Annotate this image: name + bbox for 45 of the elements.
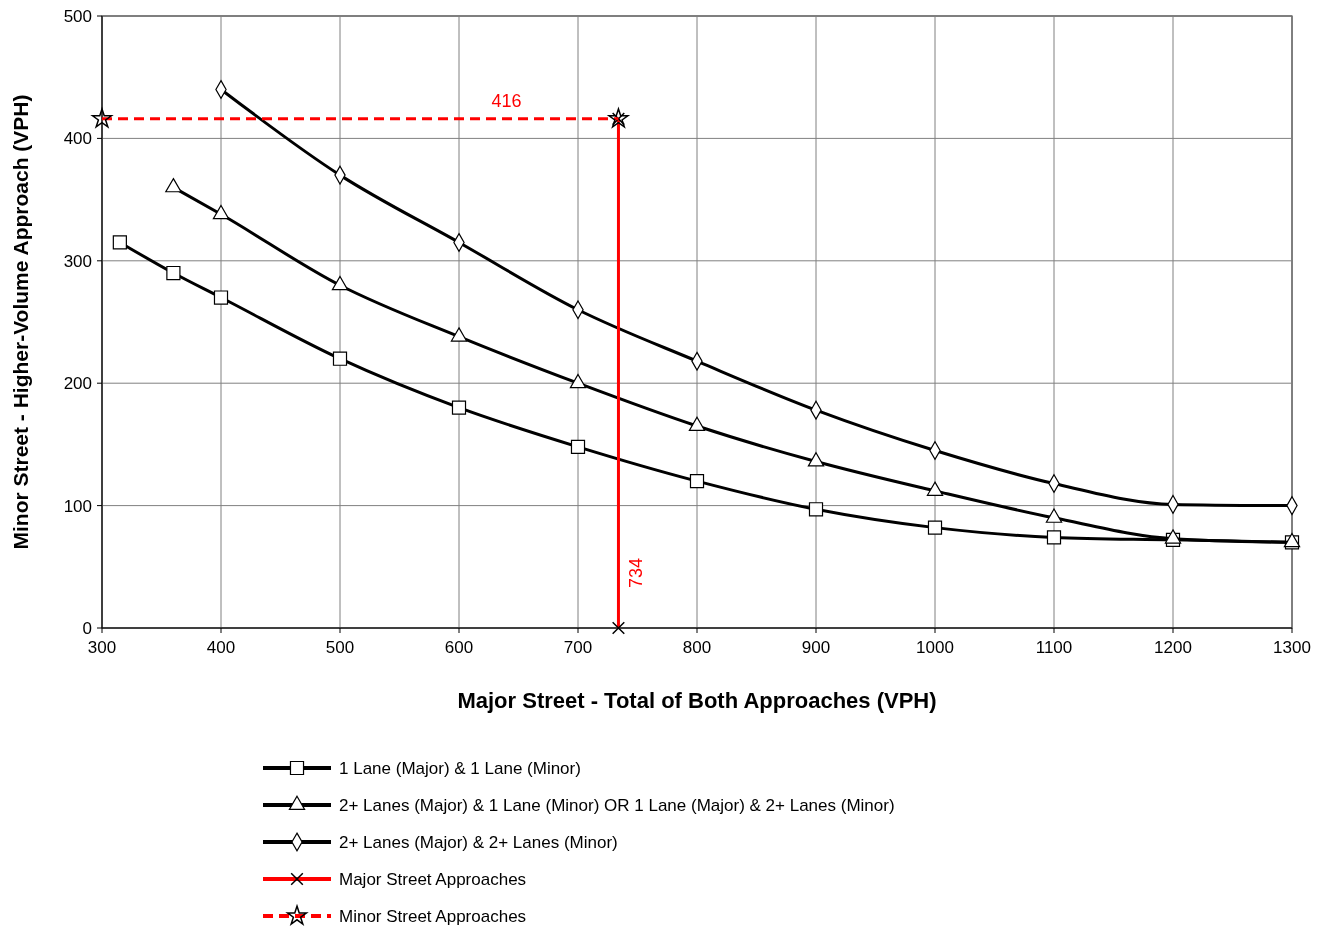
x-tick-label: 1200	[1154, 638, 1192, 657]
point	[1045, 508, 1063, 523]
legend-label: 1 Lane (Major) & 1 Lane (Minor)	[339, 759, 581, 778]
point	[808, 502, 824, 517]
legend-label: Minor Street Approaches	[339, 907, 527, 926]
point	[1046, 530, 1062, 545]
point	[688, 416, 706, 432]
point	[807, 452, 825, 467]
annotation: 416	[491, 90, 522, 111]
x-tick-label: 1300	[1273, 638, 1311, 657]
y-axis-title: Minor Street - Higher-Volume Approach (VPH)	[9, 94, 32, 550]
point	[165, 177, 182, 193]
y-tick-label: 400	[63, 129, 92, 149]
point	[927, 520, 943, 535]
x-tick-label: 800	[682, 638, 712, 657]
x-tick-label: 1000	[916, 638, 954, 657]
y-tick-label: 300	[63, 251, 92, 271]
x-tick-label: 500	[325, 638, 355, 657]
point	[451, 400, 467, 415]
y-tick-label: 0	[82, 619, 92, 638]
legend-label: Major Street Approaches	[339, 870, 527, 889]
point	[213, 290, 229, 305]
point	[331, 275, 349, 291]
point	[332, 351, 348, 366]
x-tick-label: 900	[801, 638, 831, 657]
y-tick-label: 100	[63, 496, 92, 516]
x-tick-label: 300	[87, 638, 117, 657]
point	[569, 373, 587, 389]
point	[570, 439, 586, 454]
y-tick-label: 500	[63, 7, 92, 26]
y-tick-label: 200	[63, 374, 92, 394]
x-axis-title: Major Street - Total of Both Approaches (VPH)	[457, 688, 937, 713]
legend-label: 2+ Lanes (Major) & 1 Lane (Minor) OR 1 Lane (Major) & 2+ Lanes (Minor)	[339, 796, 895, 815]
annotation: 734	[626, 557, 647, 588]
point	[112, 235, 127, 250]
x-tick-label: 700	[563, 638, 593, 657]
x-tick-label: 1100	[1035, 638, 1073, 657]
point	[450, 327, 468, 342]
x-tick-label: 600	[444, 638, 474, 657]
point	[212, 204, 230, 220]
point	[166, 265, 181, 281]
point	[926, 481, 944, 496]
point	[689, 474, 705, 489]
x-tick-label: 400	[206, 638, 236, 657]
legend-label: 2+ Lanes (Major) & 2+ Lanes (Minor)	[339, 833, 618, 852]
